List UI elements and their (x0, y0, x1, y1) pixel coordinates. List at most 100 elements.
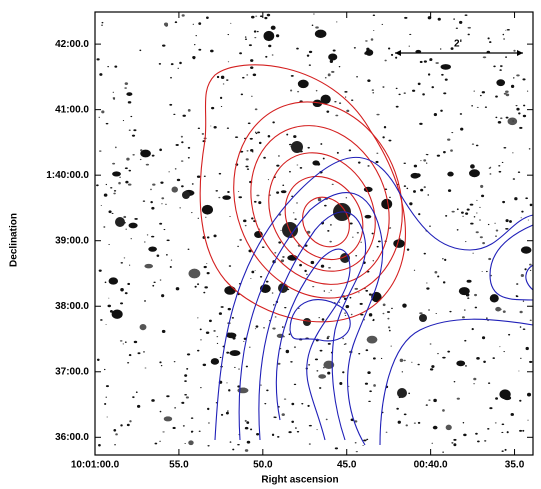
source (501, 450, 504, 452)
source (186, 353, 191, 356)
source (324, 77, 327, 79)
y-tick-label: 36:00.0 (55, 432, 89, 443)
source (278, 241, 282, 244)
source (442, 281, 446, 284)
source (239, 52, 242, 55)
source (264, 402, 267, 405)
source (201, 204, 214, 215)
source (268, 44, 272, 48)
source (280, 259, 285, 263)
source (148, 246, 157, 252)
source (216, 75, 220, 79)
source (204, 286, 208, 289)
source (187, 248, 190, 251)
source (515, 105, 518, 107)
source (409, 202, 413, 206)
source (382, 312, 385, 315)
source (123, 257, 126, 259)
source (151, 235, 155, 238)
source (505, 29, 507, 31)
source (355, 450, 358, 453)
source (385, 431, 388, 433)
source (381, 198, 393, 210)
source (255, 132, 258, 135)
source (125, 180, 129, 184)
y-axis-label: Declination (9, 213, 20, 267)
y-tick-label: 38:00.0 (55, 301, 89, 312)
source (194, 285, 197, 288)
source (431, 365, 435, 368)
source (244, 426, 249, 430)
source (298, 307, 300, 309)
source (162, 44, 166, 47)
source (464, 339, 467, 342)
source (127, 282, 131, 285)
source (481, 271, 483, 272)
source (328, 292, 330, 294)
source (130, 115, 133, 118)
source (180, 160, 184, 162)
source (245, 158, 249, 161)
source (335, 114, 339, 117)
source (293, 346, 296, 349)
source (382, 303, 386, 307)
source (518, 112, 521, 115)
source (150, 201, 153, 204)
source (372, 260, 375, 262)
source (237, 444, 240, 446)
source (248, 44, 252, 47)
source (246, 74, 249, 76)
source (370, 38, 374, 41)
source (354, 287, 359, 290)
source (469, 203, 474, 206)
source (105, 183, 108, 186)
source (476, 106, 479, 108)
source (503, 351, 505, 353)
source (389, 227, 392, 229)
source (372, 14, 376, 17)
source (471, 143, 475, 145)
source (108, 297, 110, 299)
source (396, 407, 399, 410)
source (503, 395, 512, 401)
source (176, 178, 181, 182)
source (523, 104, 526, 107)
source (108, 210, 112, 214)
source (272, 121, 275, 124)
source (344, 314, 347, 316)
source (291, 420, 294, 423)
source (108, 244, 110, 245)
source (264, 16, 268, 20)
x-tick-label: 55.0 (169, 460, 189, 471)
source (151, 154, 155, 157)
source (263, 156, 266, 159)
source (307, 404, 310, 407)
source (464, 364, 467, 367)
source (344, 90, 348, 93)
source (201, 132, 205, 135)
source (227, 34, 230, 36)
source (467, 297, 470, 299)
source (479, 219, 481, 221)
source (229, 215, 231, 217)
source (226, 127, 230, 129)
source (413, 164, 418, 168)
source (459, 113, 463, 115)
source (328, 267, 331, 269)
source (101, 21, 104, 24)
source (175, 144, 179, 146)
source (276, 164, 280, 167)
source (339, 382, 343, 385)
source (437, 353, 439, 355)
source (382, 86, 385, 88)
source (177, 67, 179, 69)
source (451, 210, 455, 213)
source (271, 292, 274, 294)
source (363, 439, 367, 442)
source (190, 430, 194, 433)
source (383, 126, 387, 129)
source (234, 136, 239, 139)
source (318, 374, 327, 379)
source (288, 431, 292, 434)
source (266, 13, 271, 17)
